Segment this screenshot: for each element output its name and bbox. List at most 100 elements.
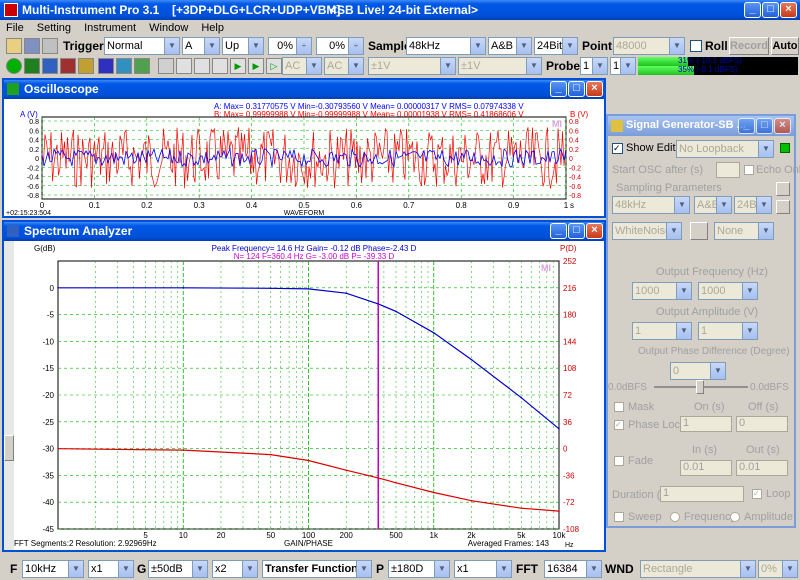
gen-save-icon[interactable]: [776, 182, 790, 196]
auto-button[interactable]: Auto: [771, 37, 799, 55]
spectrum-titlebar[interactable]: Spectrum Analyzer _ □ ×: [4, 222, 604, 241]
menu-help[interactable]: Help: [201, 22, 224, 34]
loopback-select[interactable]: No Loopback ▼: [676, 140, 774, 158]
open-icon[interactable]: [6, 38, 22, 54]
oscilloscope-plot[interactable]: A: Max= 0.31770575 V Min=-0.30793560 V M…: [4, 99, 604, 216]
fade-out-field[interactable]: 0.01: [736, 460, 788, 476]
fade-in-field[interactable]: 0.01: [680, 460, 732, 476]
range-b-select[interactable]: ±1V ▼: [458, 57, 542, 75]
next-icon[interactable]: ▷: [266, 58, 282, 74]
menu-instrument[interactable]: Instrument: [84, 22, 137, 34]
probe-b-select[interactable]: 1 ▼: [610, 57, 636, 75]
menu-window[interactable]: Window: [149, 22, 189, 34]
menu-setting[interactable]: Setting: [36, 22, 72, 34]
oscilloscope-icon[interactable]: [24, 58, 40, 74]
coupling-b-select[interactable]: AC ▼: [324, 57, 364, 75]
function-select[interactable]: Transfer Function ▼: [262, 560, 372, 578]
spectrum-scrollbar-thumb[interactable]: [4, 435, 14, 461]
generator-icon[interactable]: [78, 58, 94, 74]
app-titlebar[interactable]: Multi-Instrument Pro 3.1 [+3DP+DLG+LCR+U…: [0, 0, 800, 20]
gen-rate-select[interactable]: 48kHz ▼: [612, 196, 690, 214]
bits-select[interactable]: 24Bit ▼: [534, 37, 578, 55]
dds-icon[interactable]: [98, 58, 114, 74]
print-icon[interactable]: [42, 38, 58, 54]
wave-copy-button[interactable]: [690, 222, 708, 240]
amp-a-select[interactable]: 1 ▼: [632, 322, 692, 340]
gain-range-select[interactable]: ±50dB ▼: [148, 560, 208, 578]
oscilloscope-maximize-button[interactable]: □: [568, 81, 585, 97]
trigger-level-spin[interactable]: 0% ÷: [268, 37, 312, 55]
overlap-select[interactable]: 0% ▼: [758, 560, 798, 578]
gain-mult-select[interactable]: x2 ▼: [212, 560, 258, 578]
mask-checkbox[interactable]: [614, 402, 624, 412]
gen-open-icon[interactable]: [776, 200, 790, 214]
probe-a-select[interactable]: 1 ▼: [580, 57, 608, 75]
spectrum-maximize-button[interactable]: □: [568, 223, 585, 239]
show-editor-checkbox[interactable]: ✓: [612, 143, 623, 154]
play-icon[interactable]: ▶: [230, 58, 246, 74]
trigger-edge-select[interactable]: Up ▼: [222, 37, 264, 55]
minimize-button[interactable]: _: [744, 2, 761, 18]
signal-generator-titlebar[interactable]: Signal Generator-SB ... _ □ ×: [608, 116, 794, 136]
speaker-icon[interactable]: [212, 58, 228, 74]
lcr-icon[interactable]: [134, 58, 150, 74]
record-button[interactable]: Record: [729, 37, 769, 55]
channel-a-icon[interactable]: [176, 58, 192, 74]
channel-select[interactable]: A&B ▼: [488, 37, 532, 55]
point-select[interactable]: 48000 ▼: [613, 37, 685, 55]
balance-slider-thumb[interactable]: [696, 380, 704, 394]
amp-b-select[interactable]: 1 ▼: [698, 322, 758, 340]
phase-range-select[interactable]: ±180D ▼: [388, 560, 450, 578]
oscilloscope-close-button[interactable]: ×: [586, 81, 603, 97]
generator-close-button[interactable]: ×: [774, 118, 791, 134]
save-icon[interactable]: [24, 38, 40, 54]
trigger-mode-select[interactable]: Normal ▼: [104, 37, 180, 55]
spectrum-plot[interactable]: Peak Frequency= 14.6 Hz Gain= -0.12 dB P…: [14, 241, 604, 550]
channel-b-icon[interactable]: [194, 58, 210, 74]
wave-b-select[interactable]: None ▼: [714, 222, 774, 240]
freq-mult-select[interactable]: x1 ▼: [88, 560, 134, 578]
generator-maximize-button[interactable]: □: [756, 118, 773, 134]
phase-lock-checkbox[interactable]: ✓: [614, 420, 624, 430]
range-a-select[interactable]: ±1V ▼: [368, 57, 456, 75]
spectrum-icon[interactable]: [42, 58, 58, 74]
freq-b-select[interactable]: 1000 ▼: [698, 282, 758, 300]
coupling-a-select[interactable]: AC ▼: [282, 57, 322, 75]
roll-checkbox[interactable]: [690, 40, 702, 52]
gen-channel-select[interactable]: A&B ▼: [694, 196, 732, 214]
fade-checkbox[interactable]: [614, 456, 624, 466]
maximize-button[interactable]: □: [762, 2, 779, 18]
window-select[interactable]: Rectangle ▼: [640, 560, 756, 578]
spectrum-scrollbar[interactable]: [4, 241, 14, 550]
loop-checkbox[interactable]: ✓: [752, 489, 762, 499]
gen-bits-select[interactable]: 24Bit ▼: [734, 196, 772, 214]
trigger-delay-spin[interactable]: 0% ÷: [316, 37, 364, 55]
multimeter-icon[interactable]: [60, 58, 76, 74]
freq-a-select[interactable]: 1000 ▼: [632, 282, 692, 300]
run-icon[interactable]: [6, 58, 22, 74]
sweep-checkbox[interactable]: [614, 512, 624, 522]
trigger-channel-select[interactable]: A ▼: [182, 37, 220, 55]
phase-mult-select[interactable]: x1 ▼: [454, 560, 512, 578]
probe-icon[interactable]: [158, 58, 174, 74]
start-osc-field[interactable]: [716, 162, 740, 178]
generator-run-icon[interactable]: [780, 143, 790, 153]
close-button[interactable]: ×: [780, 2, 797, 18]
menu-file[interactable]: File: [6, 22, 24, 34]
generator-minimize-button[interactable]: _: [738, 118, 755, 134]
phase-select[interactable]: 0 ▼: [670, 362, 726, 380]
echo-only-checkbox[interactable]: [744, 165, 754, 175]
dc-icon[interactable]: [116, 58, 132, 74]
lock-off-field[interactable]: 0: [736, 416, 788, 432]
freq-range-select[interactable]: 10kHz ▼: [22, 560, 84, 578]
wave-a-select[interactable]: WhiteNoise ▼: [612, 222, 682, 240]
duration-field[interactable]: 1: [660, 486, 744, 502]
amplitude-radio[interactable]: [730, 512, 740, 522]
frequency-radio[interactable]: [670, 512, 680, 522]
spectrum-close-button[interactable]: ×: [586, 223, 603, 239]
fft-size-select[interactable]: 16384 ▼: [544, 560, 602, 578]
sample-rate-select[interactable]: 48kHz ▼: [406, 37, 486, 55]
oscilloscope-minimize-button[interactable]: _: [550, 81, 567, 97]
lock-on-field[interactable]: 1: [680, 416, 732, 432]
spectrum-minimize-button[interactable]: _: [550, 223, 567, 239]
